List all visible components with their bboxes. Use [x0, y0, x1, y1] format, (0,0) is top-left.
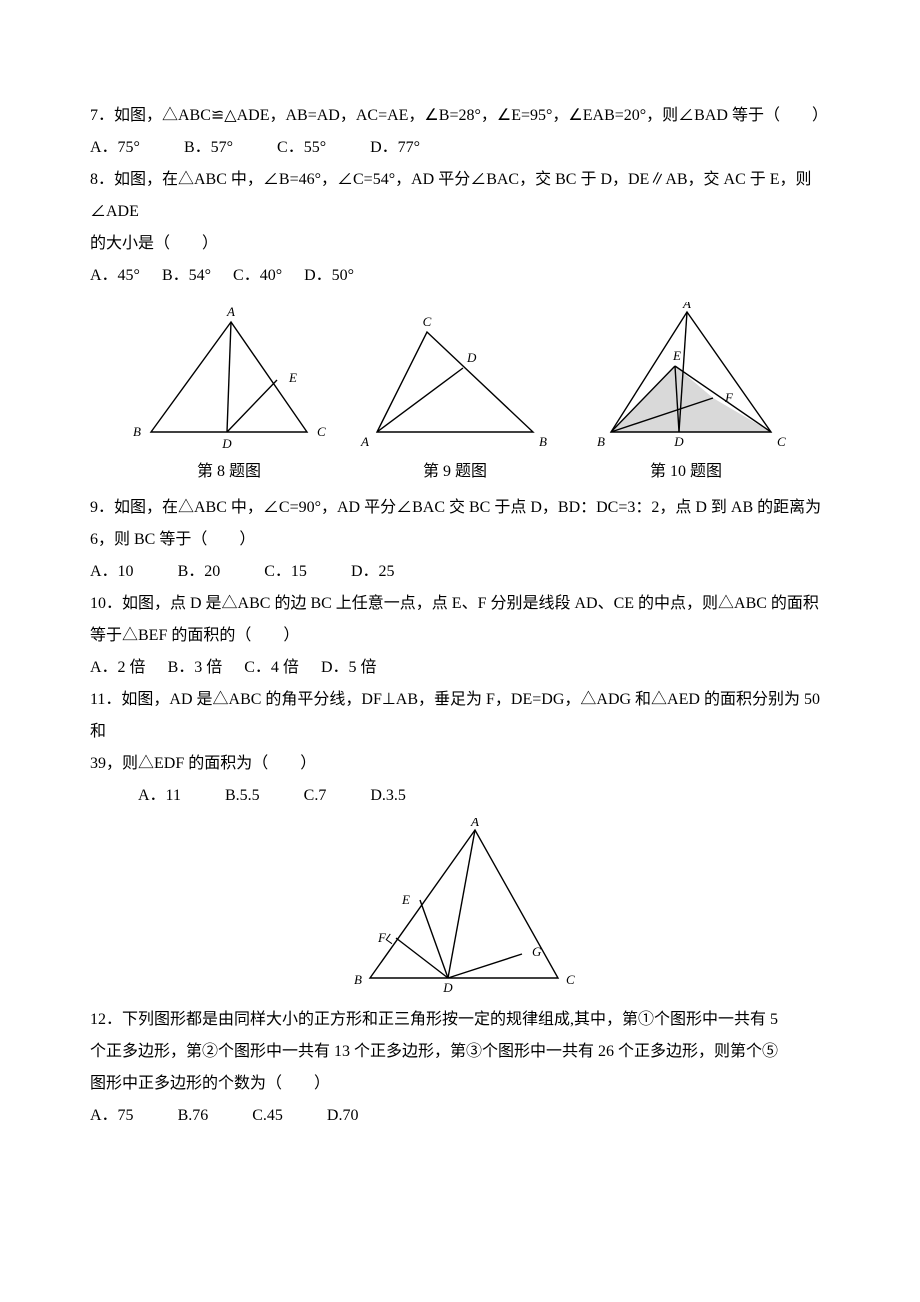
figure-11-wrap: A B C D E F G — [90, 818, 830, 994]
figure-8-col: A B C D E 第 8 题图 — [131, 302, 327, 488]
q12-opt-d: D.70 — [327, 1100, 359, 1132]
question-12: 12．下列图形都是由同样大小的正方形和正三角形按一定的规律组成,其中，第①个图形… — [90, 1004, 830, 1132]
question-12-options: A．75 B.76 C.45 D.70 — [90, 1100, 830, 1132]
question-8-text-2: 的大小是（ ） — [90, 228, 830, 260]
q10-opt-a: A．2 倍 — [90, 652, 146, 684]
question-10: 10．如图，点 D 是△ABC 的边 BC 上任意一点，点 E、F 分别是线段 … — [90, 588, 830, 684]
q12-opt-b: B.76 — [178, 1100, 209, 1132]
question-11-text-1: 11．如图，AD 是△ABC 的角平分线，DF⊥AB，垂足为 F，DE=DG，△… — [90, 684, 830, 748]
svg-text:B: B — [354, 972, 362, 987]
svg-text:E: E — [401, 892, 410, 907]
svg-text:E: E — [672, 348, 681, 363]
figure-9-svg: A B C D — [357, 302, 553, 452]
q7-opt-b: B．57° — [184, 132, 233, 164]
svg-text:A: A — [360, 434, 369, 449]
figure-row-8-9-10: A B C D E 第 8 题图 A B C D 第 9 题图 A B C D E F 第 10 题图 — [90, 302, 830, 488]
question-11-options: A．11 B.5.5 C.7 D.3.5 — [90, 780, 830, 812]
figure-10-col: A B C D E F 第 10 题图 — [583, 302, 789, 488]
question-9: 9．如图，在△ABC 中，∠C=90°，AD 平分∠BAC 交 BC 于点 D，… — [90, 492, 830, 588]
figure-9-col: A B C D 第 9 题图 — [357, 302, 553, 488]
svg-text:D: D — [673, 434, 684, 449]
figure-11-svg: A B C D E F G — [330, 818, 590, 994]
question-7-text: 7．如图，△ABC≌△ADE，AB=AD，AC=AE，∠B=28°，∠E=95°… — [90, 100, 830, 132]
question-7-options: A．75° B．57° C．55° D．77° — [90, 132, 830, 164]
svg-text:B: B — [539, 434, 547, 449]
figure-8-svg: A B C D E — [131, 302, 327, 452]
q11-opt-c: C.7 — [304, 780, 327, 812]
q8-opt-d: D．50° — [304, 260, 354, 292]
question-8: 8．如图，在△ABC 中，∠B=46°，∠C=54°，AD 平分∠BAC，交 B… — [90, 164, 830, 292]
question-12-text-2: 个正多边形，第②个图形中一共有 13 个正多边形，第③个图形中一共有 26 个正… — [90, 1036, 830, 1068]
question-7: 7．如图，△ABC≌△ADE，AB=AD，AC=AE，∠B=28°，∠E=95°… — [90, 100, 830, 164]
svg-text:G: G — [532, 944, 542, 959]
q12-opt-a: A．75 — [90, 1100, 134, 1132]
figure-10-svg: A B C D E F — [583, 302, 789, 452]
q10-opt-c: C．4 倍 — [244, 652, 299, 684]
svg-text:A: A — [682, 302, 691, 311]
svg-text:C: C — [777, 434, 786, 449]
question-12-text-3: 图形中正多边形的个数为（ ） — [90, 1068, 830, 1100]
question-10-text-2: 等于△BEF 的面积的（ ） — [90, 620, 830, 652]
q12-opt-c: C.45 — [252, 1100, 283, 1132]
svg-text:E: E — [288, 370, 297, 385]
svg-text:D: D — [466, 350, 477, 365]
q11-opt-d: D.3.5 — [370, 780, 406, 812]
figure-9-caption: 第 9 题图 — [357, 456, 553, 488]
question-9-text-1: 9．如图，在△ABC 中，∠C=90°，AD 平分∠BAC 交 BC 于点 D，… — [90, 492, 830, 524]
svg-text:B: B — [133, 424, 141, 439]
question-8-options: A．45° B．54° C．40° D．50° — [90, 260, 830, 292]
svg-text:A: A — [470, 818, 479, 829]
question-12-text-1: 12．下列图形都是由同样大小的正方形和正三角形按一定的规律组成,其中，第①个图形… — [90, 1004, 830, 1036]
svg-text:C: C — [566, 972, 575, 987]
figure-10-caption: 第 10 题图 — [583, 456, 789, 488]
svg-text:D: D — [221, 436, 232, 451]
svg-text:C: C — [317, 424, 326, 439]
question-11-text-2: 39，则△EDF 的面积为（ ） — [90, 748, 830, 780]
q10-opt-b: B．3 倍 — [168, 652, 223, 684]
question-10-text-1: 10．如图，点 D 是△ABC 的边 BC 上任意一点，点 E、F 分别是线段 … — [90, 588, 830, 620]
q8-opt-a: A．45° — [90, 260, 140, 292]
question-9-text-2: 6，则 BC 等于（ ） — [90, 524, 830, 556]
figure-8-caption: 第 8 题图 — [131, 456, 327, 488]
q8-opt-b: B．54° — [162, 260, 211, 292]
svg-text:F: F — [377, 930, 387, 945]
q11-opt-a: A．11 — [138, 780, 181, 812]
question-8-text-1: 8．如图，在△ABC 中，∠B=46°，∠C=54°，AD 平分∠BAC，交 B… — [90, 164, 830, 228]
q7-opt-a: A．75° — [90, 132, 140, 164]
svg-text:C: C — [423, 314, 432, 329]
q7-opt-c: C．55° — [277, 132, 326, 164]
question-11: 11．如图，AD 是△ABC 的角平分线，DF⊥AB，垂足为 F，DE=DG，△… — [90, 684, 830, 994]
svg-text:D: D — [442, 980, 453, 994]
q9-opt-b: B．20 — [178, 556, 221, 588]
svg-text:B: B — [597, 434, 605, 449]
svg-text:A: A — [226, 304, 235, 319]
question-10-options: A．2 倍 B．3 倍 C．4 倍 D．5 倍 — [90, 652, 830, 684]
svg-text:F: F — [724, 390, 734, 405]
q8-opt-c: C．40° — [233, 260, 282, 292]
q9-opt-d: D．25 — [351, 556, 395, 588]
q9-opt-c: C．15 — [264, 556, 307, 588]
q9-opt-a: A．10 — [90, 556, 134, 588]
q10-opt-d: D．5 倍 — [321, 652, 377, 684]
question-9-options: A．10 B．20 C．15 D．25 — [90, 556, 830, 588]
q11-opt-b: B.5.5 — [225, 780, 260, 812]
q7-opt-d: D．77° — [370, 132, 420, 164]
